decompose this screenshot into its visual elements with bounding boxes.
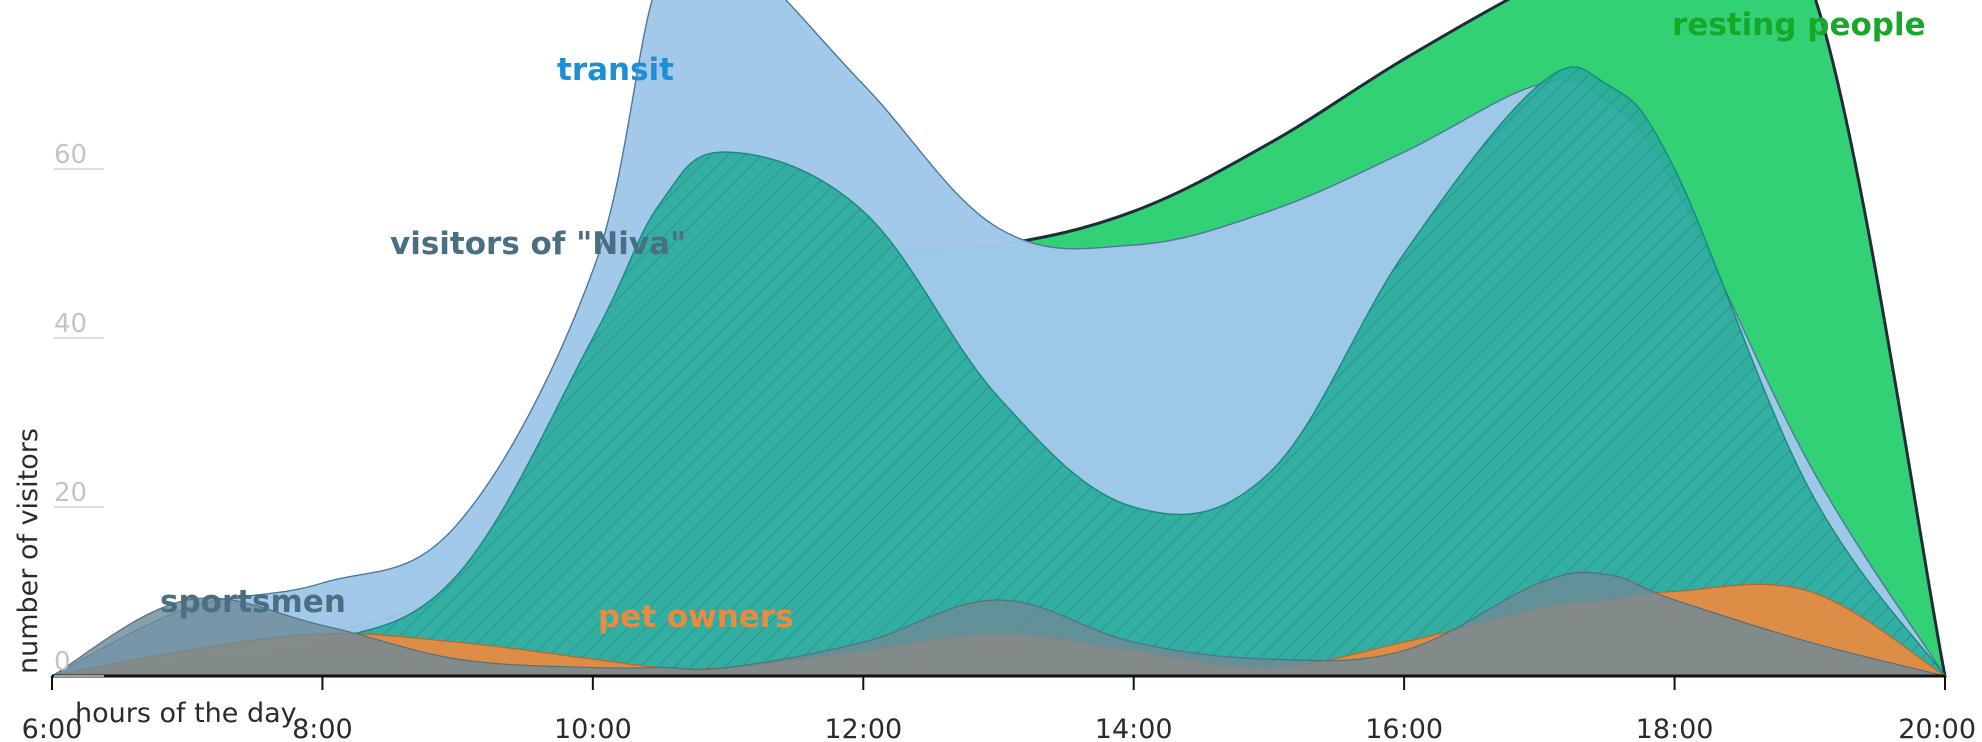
area-hatch-visitors-of-niva: [52, 66, 1945, 676]
area-sportsmen: [49, 571, 1946, 677]
series-label-sportsmen: sportsmen: [160, 584, 346, 620]
y-axis-title: number of visitors: [13, 428, 44, 674]
x-axis-title: hours of the day: [75, 698, 297, 729]
series-areas: [49, 0, 1948, 678]
y-axis-ticks: 0 20 40 60: [54, 140, 104, 677]
y-tick-label: 20: [54, 478, 87, 508]
x-tick-label: 20:00: [1898, 714, 1976, 742]
x-tick-label: 12:00: [824, 714, 902, 742]
x-tick-label: 8:00: [292, 714, 353, 742]
x-tick-label: 6:00: [22, 714, 83, 742]
y-tick-label: 0: [54, 647, 71, 677]
x-tick-label: 10:00: [554, 714, 632, 742]
x-tick-label: 16:00: [1365, 714, 1443, 742]
y-tick-label: 40: [54, 309, 87, 339]
x-tick-label: 18:00: [1636, 714, 1714, 742]
series-label-pet-owners: pet owners: [598, 599, 794, 635]
x-axis-ticks: 6:00 8:00 10:00 12:00 14:00 16:00 18:00 20:00: [22, 676, 1976, 742]
y-tick-label: 60: [54, 140, 87, 170]
series-label-transit: transit: [557, 52, 674, 88]
series-label-visitors-niva: visitors of "Niva": [390, 226, 686, 262]
series-label-resting-people: resting people: [1672, 7, 1926, 43]
x-tick-label: 14:00: [1095, 714, 1173, 742]
